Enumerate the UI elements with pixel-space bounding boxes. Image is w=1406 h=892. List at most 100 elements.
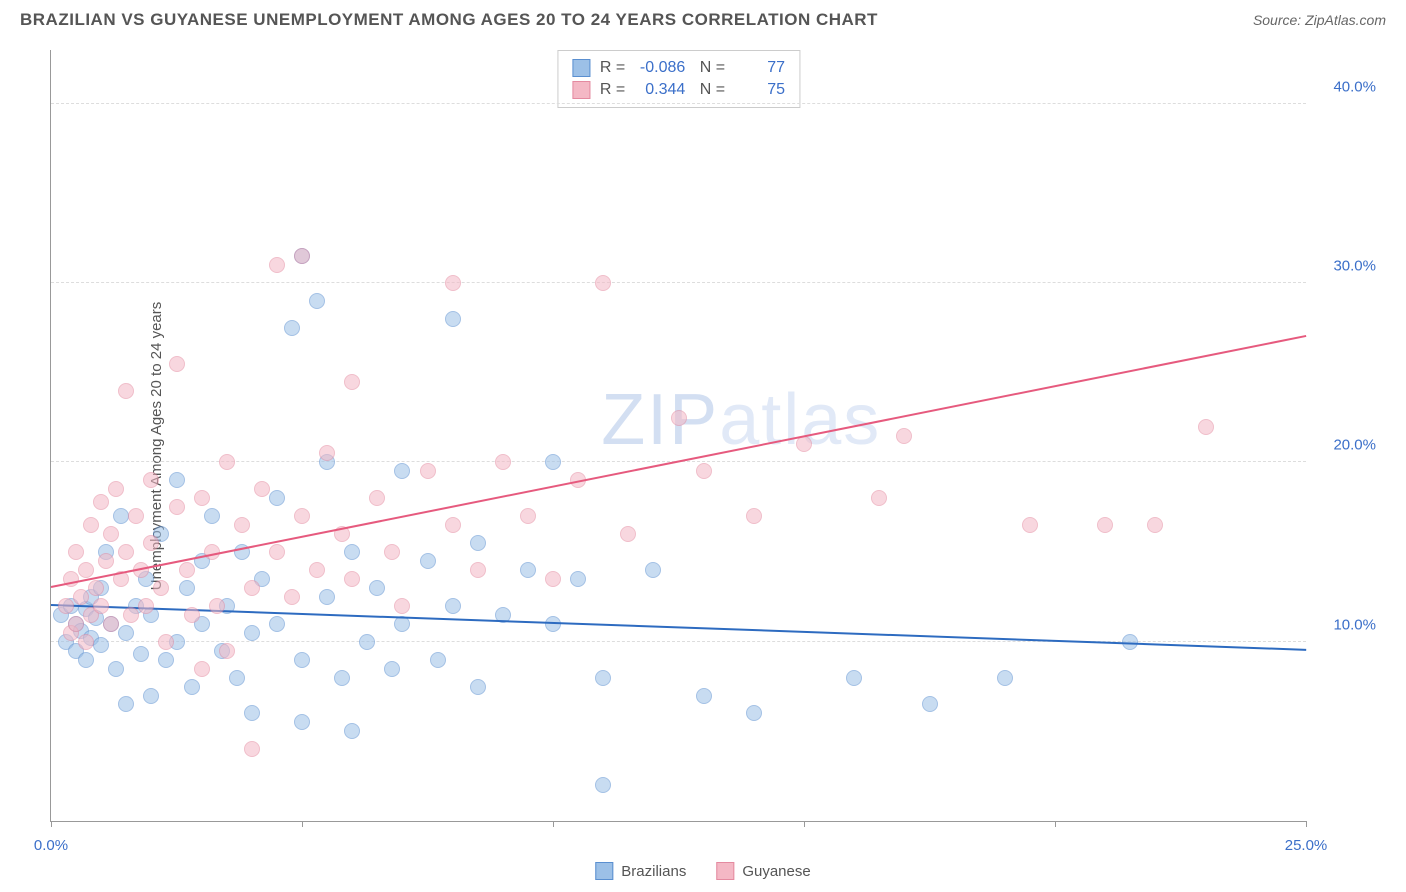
data-point	[294, 652, 310, 668]
data-point	[179, 562, 195, 578]
legend-item-brazilians: Brazilians	[595, 862, 686, 880]
data-point	[58, 598, 74, 614]
data-point	[430, 652, 446, 668]
data-point	[420, 463, 436, 479]
data-point	[93, 494, 109, 510]
data-point	[796, 436, 812, 452]
data-point	[470, 562, 486, 578]
data-point	[209, 598, 225, 614]
data-point	[68, 616, 84, 632]
x-tick	[1055, 821, 1056, 827]
data-point	[746, 508, 762, 524]
stats-row-guyanese: R = 0.344 N = 75	[572, 79, 785, 101]
data-point	[269, 490, 285, 506]
data-point	[520, 508, 536, 524]
data-point	[595, 670, 611, 686]
swatch-guyanese	[572, 81, 590, 99]
data-point	[344, 374, 360, 390]
x-tick-label: 25.0%	[1285, 837, 1328, 854]
x-tick	[804, 821, 805, 827]
data-point	[113, 508, 129, 524]
data-point	[384, 544, 400, 560]
scatter-plot-area: ZIPatlas R = -0.086 N = 77 R = 0.344 N =…	[50, 50, 1306, 822]
data-point	[846, 670, 862, 686]
data-point	[620, 526, 636, 542]
y-tick-label: 20.0%	[1333, 437, 1376, 454]
data-point	[93, 598, 109, 614]
data-point	[369, 580, 385, 596]
data-point	[545, 571, 561, 587]
data-point	[184, 607, 200, 623]
legend: Brazilians Guyanese	[595, 862, 810, 880]
data-point	[244, 625, 260, 641]
data-point	[871, 490, 887, 506]
data-point	[1198, 419, 1214, 435]
data-point	[344, 723, 360, 739]
data-point	[394, 463, 410, 479]
stats-row-brazilians: R = -0.086 N = 77	[572, 57, 785, 79]
data-point	[269, 257, 285, 273]
data-point	[184, 679, 200, 695]
x-tick-label: 0.0%	[34, 837, 68, 854]
data-point	[204, 508, 220, 524]
data-point	[671, 410, 687, 426]
data-point	[118, 625, 134, 641]
data-point	[219, 454, 235, 470]
data-point	[254, 481, 270, 497]
data-point	[229, 670, 245, 686]
data-point	[309, 562, 325, 578]
data-point	[570, 571, 586, 587]
gridline	[51, 282, 1306, 283]
data-point	[169, 472, 185, 488]
data-point	[595, 275, 611, 291]
data-point	[78, 652, 94, 668]
data-point	[344, 544, 360, 560]
data-point	[133, 646, 149, 662]
data-point	[922, 696, 938, 712]
data-point	[73, 589, 89, 605]
data-point	[103, 526, 119, 542]
data-point	[520, 562, 536, 578]
data-point	[284, 320, 300, 336]
data-point	[394, 598, 410, 614]
data-point	[645, 562, 661, 578]
data-point	[344, 571, 360, 587]
data-point	[1097, 517, 1113, 533]
data-point	[269, 544, 285, 560]
data-point	[334, 670, 350, 686]
x-tick	[553, 821, 554, 827]
data-point	[128, 508, 144, 524]
data-point	[369, 490, 385, 506]
data-point	[143, 688, 159, 704]
data-point	[445, 598, 461, 614]
data-point	[138, 598, 154, 614]
data-point	[284, 589, 300, 605]
data-point	[219, 643, 235, 659]
regression-line	[51, 604, 1306, 651]
data-point	[495, 454, 511, 470]
data-point	[896, 428, 912, 444]
data-point	[194, 661, 210, 677]
data-point	[194, 490, 210, 506]
data-point	[68, 544, 84, 560]
data-point	[179, 580, 195, 596]
x-tick	[1306, 821, 1307, 827]
data-point	[997, 670, 1013, 686]
data-point	[118, 544, 134, 560]
data-point	[269, 616, 285, 632]
correlation-stats-box: R = -0.086 N = 77 R = 0.344 N = 75	[557, 50, 800, 108]
data-point	[445, 275, 461, 291]
data-point	[143, 535, 159, 551]
y-tick-label: 40.0%	[1333, 78, 1376, 95]
data-point	[169, 499, 185, 515]
data-point	[420, 553, 436, 569]
data-point	[118, 696, 134, 712]
data-point	[294, 248, 310, 264]
data-point	[319, 445, 335, 461]
data-point	[78, 562, 94, 578]
data-point	[88, 580, 104, 596]
legend-item-guyanese: Guyanese	[716, 862, 810, 880]
data-point	[244, 705, 260, 721]
source-attribution: Source: ZipAtlas.com	[1253, 12, 1386, 28]
data-point	[143, 472, 159, 488]
